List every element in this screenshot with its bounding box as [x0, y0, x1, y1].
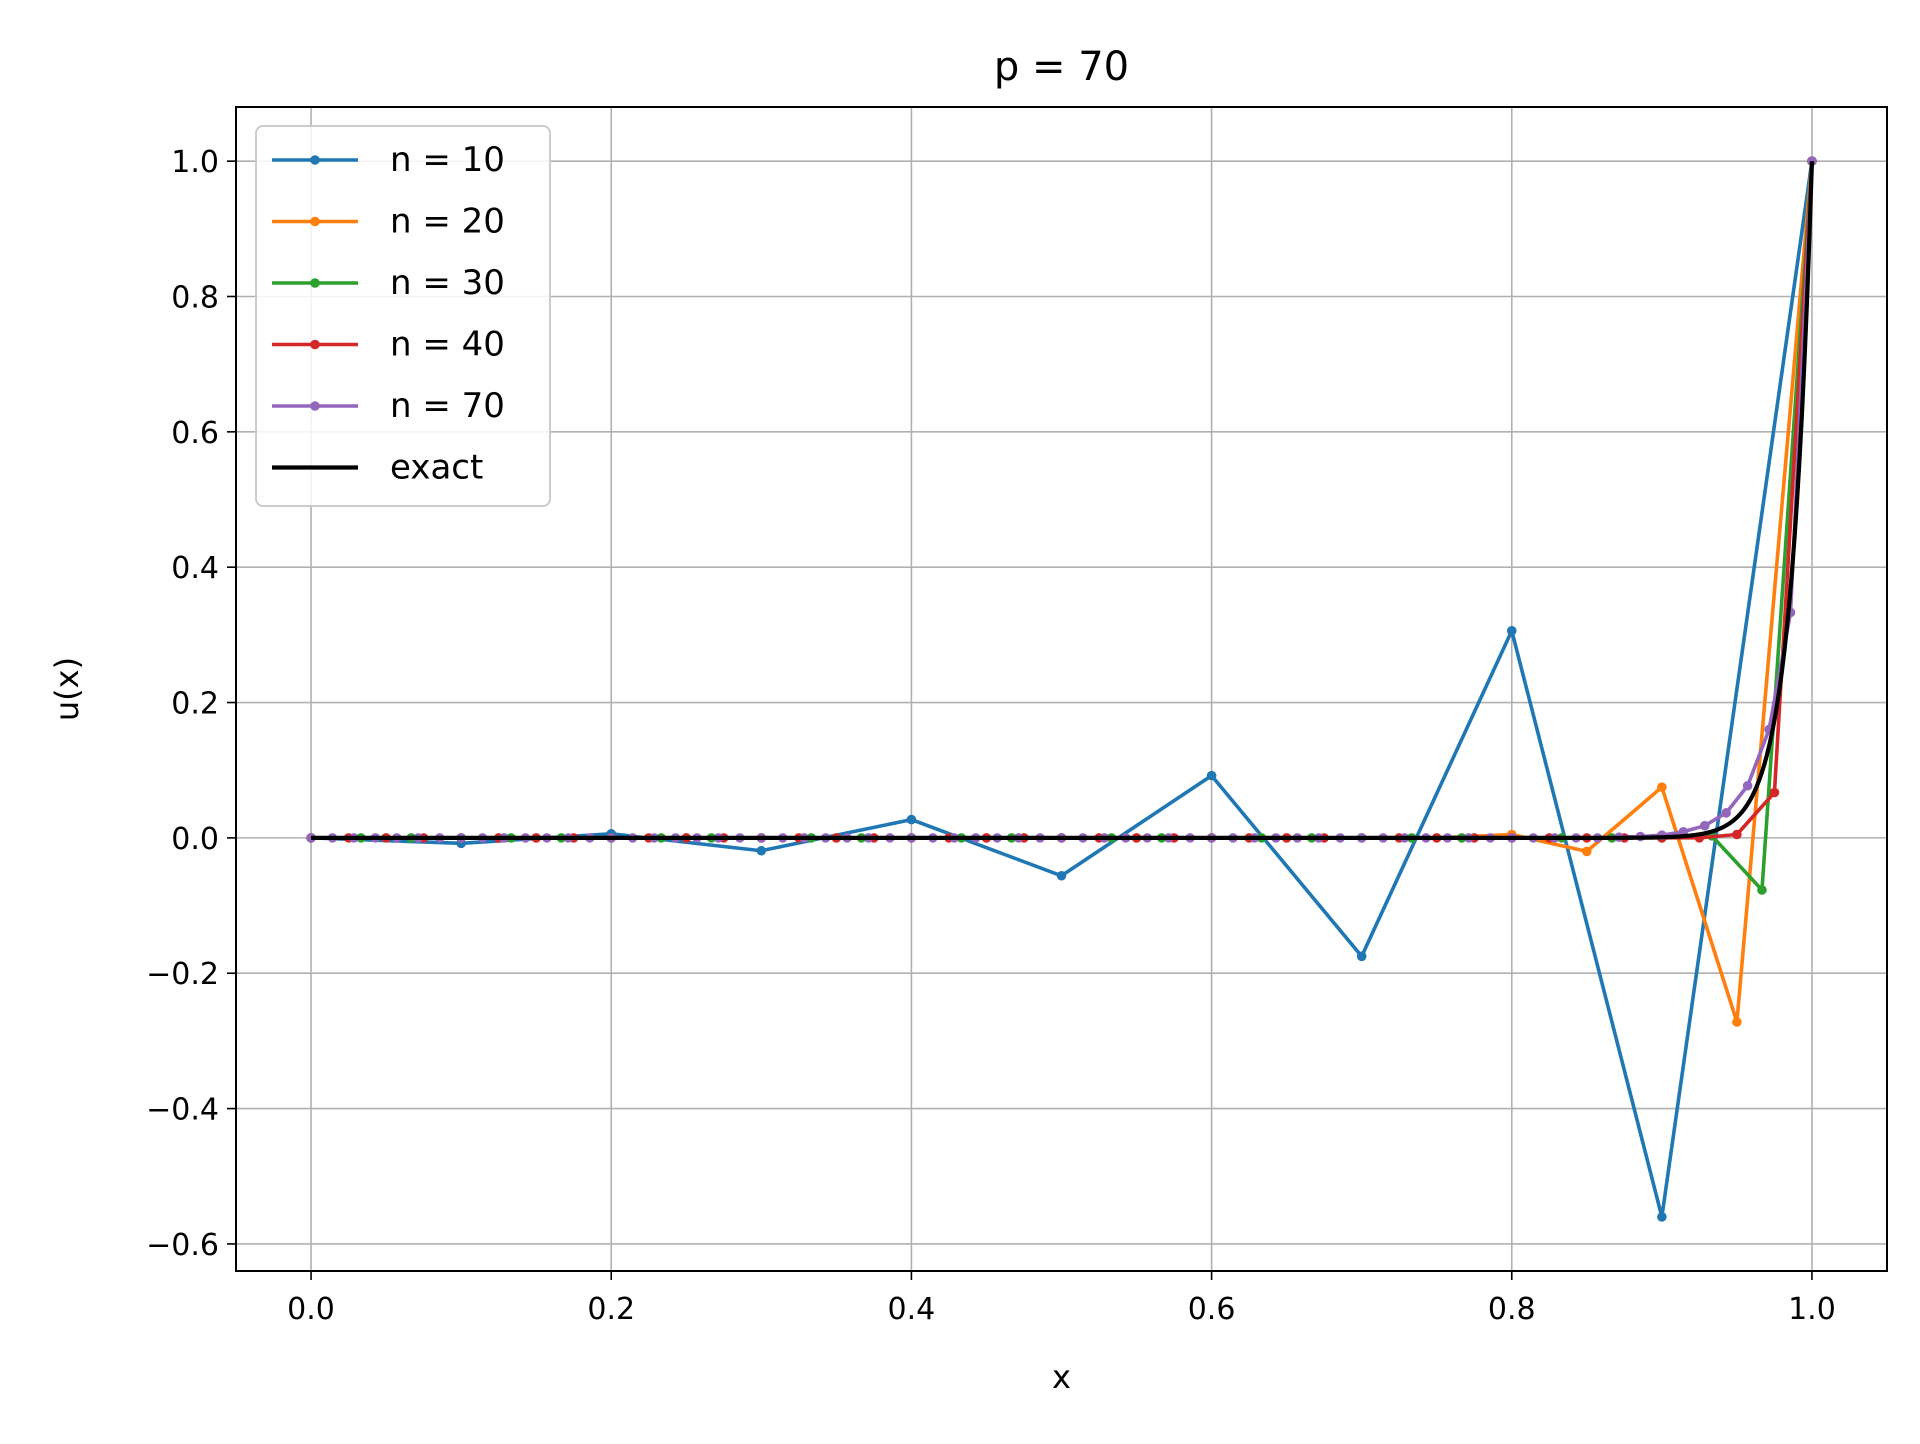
grid [236, 107, 1887, 1271]
legend-label: n = 10 [390, 140, 505, 180]
data-point [1769, 787, 1780, 798]
x-tick-label: 0.2 [587, 1292, 635, 1327]
x-tick-label: 0.8 [1488, 1292, 1536, 1327]
chart-title: p = 70 [994, 44, 1129, 90]
legend-marker [310, 339, 320, 350]
legend: n = 10 n = 20 n = 30 n = 40 n = 70 exact [255, 125, 551, 507]
series-line [311, 161, 1815, 840]
y-tick-label: 0.8 [171, 280, 219, 315]
data-point [1742, 780, 1753, 791]
y-tick-label: 1.0 [171, 145, 219, 180]
legend-label: n = 40 [390, 325, 505, 365]
y-tick-label: 0.4 [171, 551, 219, 586]
legend-marker [310, 155, 320, 165]
data-point [306, 833, 316, 843]
data-point [906, 814, 917, 825]
ticks: 0.0 0.2 0.4 0.6 0.8 1.0 −0.6 −0.4 −0.2 0.0 0.2 0.4 0… [146, 145, 1836, 1327]
y-axis-label: u(x) [48, 657, 86, 721]
legend-marker [310, 278, 320, 288]
series-exact [311, 161, 1815, 840]
x-tick-label: 0.0 [287, 1292, 335, 1327]
x-axis-label: x [1052, 1358, 1071, 1396]
data-point [1582, 846, 1592, 857]
data-point [756, 845, 767, 856]
y-tick-label: −0.6 [146, 1228, 219, 1263]
y-tick-label: −0.4 [146, 1093, 219, 1128]
y-tick-label: 0.2 [171, 687, 219, 722]
y-tick-label: −0.2 [146, 957, 219, 992]
data-point [1056, 870, 1067, 881]
x-tick-label: 0.6 [1188, 1292, 1236, 1327]
data-point [1206, 770, 1217, 781]
data-point [1657, 1212, 1667, 1222]
x-tick-label: 0.4 [888, 1292, 936, 1327]
legend-label: n = 70 [390, 386, 505, 426]
legend-marker [310, 401, 320, 411]
legend-marker [310, 216, 320, 227]
plot-frame [235, 106, 1888, 1272]
series-layer [306, 156, 1817, 1222]
data-point [1699, 820, 1710, 831]
legend-label: n = 30 [390, 263, 505, 303]
data-point [1657, 782, 1667, 792]
data-point [1506, 626, 1517, 636]
data-point [1732, 829, 1742, 840]
data-point [1757, 885, 1767, 895]
data-point [1356, 951, 1367, 962]
data-point [1732, 1017, 1742, 1027]
y-tick-label: 0.6 [171, 416, 219, 451]
data-point [1807, 156, 1817, 166]
data-point [1721, 808, 1731, 818]
legend-label: n = 20 [390, 202, 505, 242]
legend-label: exact [390, 448, 483, 488]
y-tick-label: 0.0 [171, 822, 219, 857]
x-tick-label: 1.0 [1788, 1292, 1836, 1327]
